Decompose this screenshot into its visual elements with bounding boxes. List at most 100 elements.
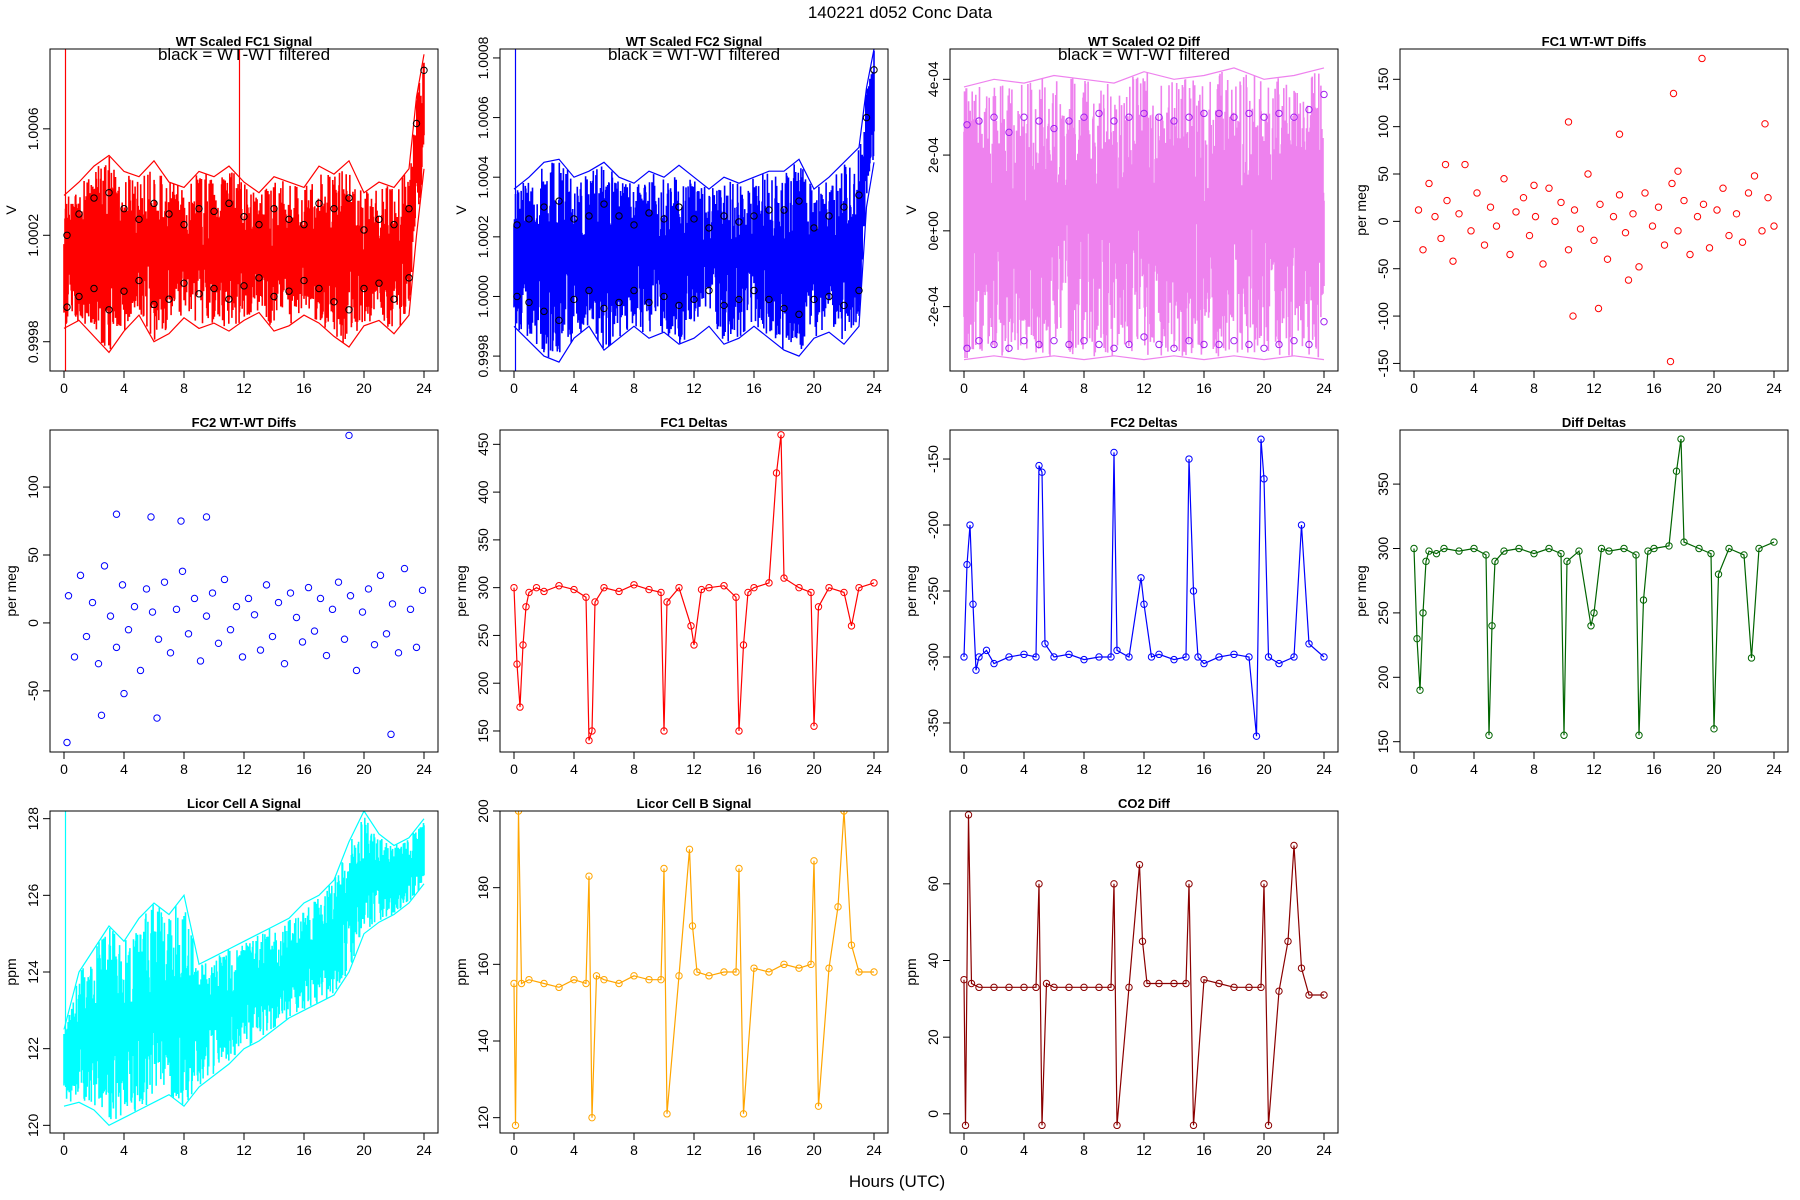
data-point (382, 630, 391, 638)
x-tick-label: 24 (1316, 380, 1332, 396)
data-point (660, 215, 668, 223)
data-point (1500, 175, 1508, 183)
data-point (513, 292, 521, 301)
data-point (255, 220, 263, 229)
panel-title: Diff Deltas (1562, 415, 1626, 430)
data-point (63, 738, 71, 747)
data-point (177, 517, 185, 525)
data-point (1713, 206, 1721, 214)
data-point (1200, 659, 1208, 668)
y-tick-label: 120 (25, 1113, 41, 1137)
data-point (1020, 336, 1028, 345)
data-point (810, 857, 818, 865)
data-point (1587, 622, 1595, 630)
series-spikes (64, 49, 241, 371)
data-point (975, 336, 983, 345)
data-point (1230, 113, 1238, 121)
series-wt-wt-filtered-upper (963, 90, 1328, 137)
data-point (1050, 653, 1058, 661)
data-point (1035, 340, 1043, 349)
data-point (1245, 983, 1253, 992)
data-point (1525, 231, 1534, 240)
data-point (1650, 544, 1658, 553)
data-point (1719, 184, 1727, 192)
data-point (687, 622, 695, 630)
data-point (1215, 653, 1223, 661)
data-point (1575, 547, 1583, 555)
y-tick-label: -200 (925, 511, 941, 539)
data-point (210, 284, 218, 293)
data-point (540, 307, 548, 316)
y-tick-label: -50 (25, 681, 41, 701)
data-point (1200, 340, 1208, 349)
series-line (513, 434, 875, 741)
data-point (600, 304, 608, 313)
data-point (630, 972, 638, 980)
data-point (532, 583, 541, 592)
data-point (1200, 975, 1208, 984)
data-point (1584, 170, 1592, 178)
y-tick-label: -300 (925, 643, 941, 671)
band-upper-envelope (63, 54, 425, 196)
data-point (855, 286, 863, 295)
data-point (1260, 880, 1268, 888)
data-point (615, 298, 623, 307)
series-line (963, 439, 1325, 737)
data-point (765, 295, 773, 304)
data-point (292, 613, 301, 622)
y-axis-label: per meg (453, 565, 469, 616)
data-point (870, 66, 878, 74)
series-cell-a (63, 811, 425, 1127)
data-point (376, 571, 385, 580)
data-point (570, 295, 578, 304)
y-tick-label: 100 (25, 475, 41, 499)
data-point (172, 605, 181, 614)
y-tick-label: -50 (1375, 258, 1391, 278)
y-tick-label: 126 (25, 883, 41, 907)
data-point (1620, 544, 1628, 553)
data-point (780, 206, 788, 214)
data-point (675, 583, 683, 592)
data-point (1440, 544, 1448, 553)
data-point (150, 199, 158, 208)
y-tick-label: 140 (475, 1029, 491, 1053)
x-tick-label: 16 (746, 761, 762, 777)
figure-title: 140221 d052 Conc Data (808, 3, 993, 22)
data-point (510, 583, 518, 592)
y-tick-label: -150 (1375, 349, 1391, 377)
data-point (960, 653, 968, 661)
y-tick-label: 0 (1375, 217, 1391, 225)
data-point (720, 582, 728, 590)
data-point (1185, 455, 1193, 463)
data-point (1032, 983, 1040, 992)
signal-band (963, 72, 1325, 358)
y-tick-label: 200 (1375, 665, 1391, 689)
data-point (165, 210, 173, 218)
series-cell-b (510, 811, 878, 1130)
data-point (346, 592, 355, 600)
data-point (825, 292, 833, 301)
data-point (645, 298, 653, 307)
data-point (1260, 475, 1268, 483)
data-point (1443, 196, 1451, 205)
x-tick-label: 8 (630, 380, 638, 396)
annotation: black = WT-WT filtered (1058, 45, 1230, 64)
data-point (825, 212, 833, 220)
y-tick-label: 150 (1375, 730, 1391, 754)
data-point (112, 510, 121, 518)
data-point (645, 975, 653, 984)
data-point (1005, 983, 1013, 992)
panel-11: CO2 Diff 0 4 8 12 16 20 24 0 20 40 60 ppm (903, 796, 1339, 1158)
series-line (1413, 438, 1775, 736)
data-point (1230, 983, 1238, 992)
data-point (847, 622, 856, 630)
data-point (1551, 217, 1559, 226)
data-point (1170, 344, 1178, 352)
band-upper-envelope (513, 49, 875, 191)
data-point (268, 632, 277, 641)
y-tick-label: 50 (25, 547, 41, 563)
data-point (105, 306, 113, 314)
data-point (1539, 260, 1547, 268)
data-point (657, 975, 665, 984)
x-axis: 0 4 8 12 16 20 24 (60, 1132, 432, 1158)
